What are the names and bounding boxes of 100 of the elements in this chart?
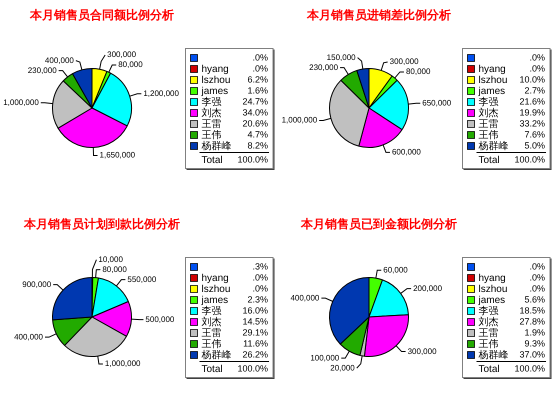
text: 19.9%	[519, 107, 546, 118]
data-label: 1,650,000	[100, 150, 136, 160]
text: .0%	[530, 283, 546, 294]
data-label: 600,000	[392, 148, 422, 157]
legend-label: james	[478, 294, 506, 306]
legend-label: 杨群峰	[478, 140, 508, 152]
text: Total	[478, 364, 500, 375]
legend-label: 杨群峰	[200, 140, 232, 152]
text: 11.6%	[243, 338, 268, 348]
legend-label: 刘杰	[202, 316, 222, 328]
data-label: 200,000	[413, 284, 443, 293]
legend-label: 王雷	[202, 328, 222, 339]
legend-label: 杨群峰	[478, 348, 508, 361]
text: .0%	[252, 52, 268, 62]
data-label: 1,200,000	[143, 88, 180, 98]
legend-label: lszhou	[202, 74, 230, 86]
text: 5.6%	[524, 294, 546, 304]
text: 2.7%	[524, 85, 546, 96]
text: .0%	[530, 52, 546, 62]
data-label: 400,000	[290, 293, 320, 302]
data-label: 80,000	[406, 67, 431, 76]
legend-label: hyang	[478, 64, 506, 75]
text: 37.0%	[519, 349, 546, 360]
text: 4.7%	[248, 129, 268, 140]
data-label: 400,000	[44, 56, 74, 65]
legend-label: 杨群峰	[200, 348, 232, 361]
data-label: 1,000,000	[104, 359, 142, 368]
text: .0%	[252, 283, 268, 294]
legend-label: 王伟	[202, 338, 222, 350]
legend-label: 王伟	[478, 128, 498, 141]
legend-label: 刘杰	[478, 106, 498, 119]
text: .3%	[252, 261, 268, 272]
text: 100.0%	[514, 154, 546, 164]
data-label: 230,000	[309, 62, 339, 72]
text: 100.0%	[514, 363, 546, 374]
text: .0%	[252, 63, 268, 74]
chart-title: 本月销售员已到金额比例分析	[300, 217, 457, 232]
text: 16.0%	[242, 305, 268, 316]
legend-label: hyang	[202, 64, 229, 75]
legend-label: 李强	[202, 304, 222, 317]
text: .0%	[530, 261, 546, 272]
legend-label: james	[200, 86, 228, 97]
legend-label: hyang	[202, 272, 229, 284]
data-label: 300,000	[107, 50, 137, 60]
text: 9.3%	[524, 338, 546, 348]
chart-title: 本月销售员计划到款比例分析	[23, 217, 180, 232]
data-label: 650,000	[422, 98, 452, 108]
legend-label: james	[478, 86, 506, 97]
text: 7.6%	[524, 129, 546, 140]
legend-label: 王伟	[202, 128, 222, 141]
legend-label: 刘杰	[202, 106, 222, 119]
legend-label: 王雷	[478, 118, 498, 130]
legend-label: 王雷	[202, 118, 222, 130]
chart-title: 本月销售员合同额比例分析	[29, 8, 174, 22]
data-label: 10,000	[98, 254, 124, 264]
text: 20.6%	[242, 118, 268, 128]
data-label: 400,000	[14, 332, 44, 342]
legend-label: 李强	[202, 96, 222, 108]
text: 27.8%	[519, 316, 546, 326]
data-label: 20,000	[330, 363, 356, 372]
text: 10.0%	[519, 74, 546, 84]
text: 5.0%	[524, 140, 546, 150]
text: 14.5%	[242, 316, 268, 326]
text: 6.2%	[248, 74, 268, 84]
data-label: 60,000	[383, 265, 408, 274]
data-label: 80,000	[102, 264, 128, 274]
text: .0%	[530, 272, 546, 282]
text: 1.9%	[524, 327, 546, 338]
legend-label: 李强	[478, 96, 498, 108]
text: Total	[202, 154, 223, 166]
legend-label: lszhou	[478, 74, 508, 86]
legend-label: lszhou	[478, 284, 508, 295]
text: 2.3%	[248, 294, 268, 304]
legend-label: 王雷	[478, 328, 498, 339]
data-label: 900,000	[22, 280, 52, 289]
text: Total	[478, 154, 500, 166]
legend-label: 王伟	[478, 338, 498, 350]
text: 29.1%	[242, 327, 268, 338]
text: .0%	[530, 63, 546, 74]
chart-title: 本月销售员进销差比例分析	[306, 8, 451, 22]
data-label: 1,000,000	[3, 98, 40, 107]
data-label: 550,000	[127, 274, 157, 284]
legend-label: hyang	[478, 272, 506, 284]
text: 100.0%	[237, 154, 268, 164]
data-label: 80,000	[118, 60, 144, 70]
legend-label: lszhou	[202, 284, 230, 295]
text: 26.2%	[242, 349, 268, 360]
data-label: 500,000	[145, 314, 175, 324]
text: 100.0%	[237, 363, 268, 374]
text: .0%	[252, 272, 268, 282]
text: 21.6%	[519, 96, 546, 106]
text: 24.7%	[242, 96, 268, 106]
text: 8.2%	[248, 140, 268, 150]
data-label: 300,000	[390, 57, 420, 66]
legend-label: 李强	[478, 304, 498, 317]
legend-label: 刘杰	[478, 316, 498, 328]
text: 33.2%	[519, 118, 546, 128]
data-label: 100,000	[310, 353, 340, 362]
text: 18.5%	[519, 305, 546, 316]
data-label: 300,000	[408, 346, 438, 356]
